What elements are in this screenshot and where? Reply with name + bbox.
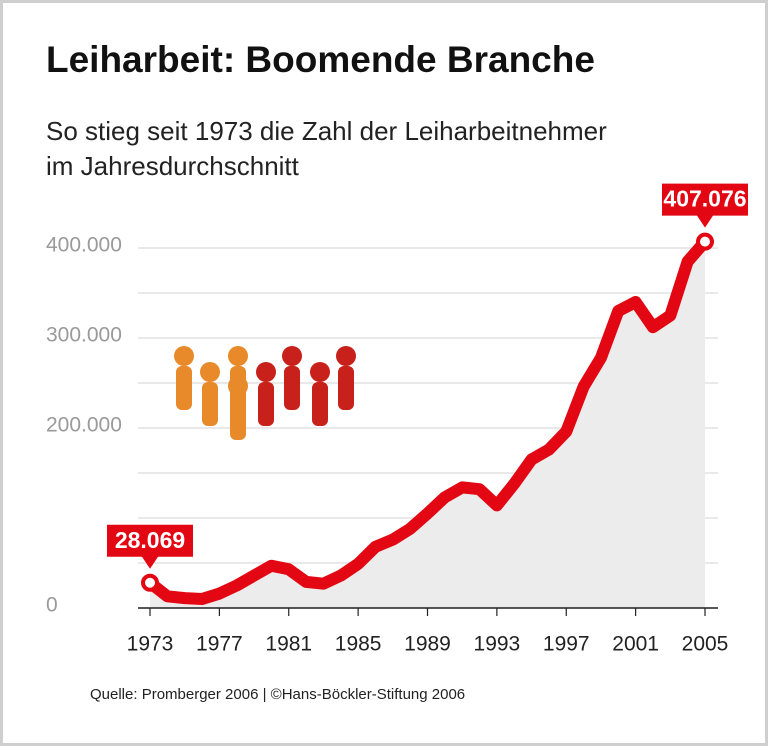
x-tick-label: 1985 <box>335 633 382 656</box>
x-tick-label: 2005 <box>682 633 729 656</box>
x-tick-label: 1997 <box>543 633 590 656</box>
data-label: 407.076 <box>663 186 746 212</box>
source: Quelle: Promberger 2006 | ©Hans-Böckler-… <box>90 686 465 703</box>
x-tick-label: 1981 <box>265 633 312 656</box>
x-tick-label: 1977 <box>196 633 243 656</box>
x-tick-label: 1973 <box>127 633 174 656</box>
point <box>141 573 159 592</box>
y-tick-label: 200.000 <box>46 414 122 437</box>
subtitle: So stieg seit 1973 die Zahl der Leiharbe… <box>46 116 607 146</box>
x-tick-label: 2001 <box>612 633 659 656</box>
point <box>696 232 714 251</box>
label-box <box>662 183 748 228</box>
chart-title: Leiharbeit: Boomende Branche <box>46 39 595 80</box>
area <box>150 241 705 609</box>
people-icon <box>174 346 356 440</box>
label-box <box>107 524 193 569</box>
line <box>144 235 711 605</box>
x-tick-label: 1989 <box>404 633 451 656</box>
y-tick-label: 300.000 <box>46 324 122 347</box>
y-tick-label: 0 <box>46 594 58 617</box>
subtitle: im Jahresdurchschnitt <box>46 151 300 181</box>
y-tick-label: 400.000 <box>46 234 122 257</box>
data-label: 28.069 <box>115 527 185 553</box>
x-tick-label: 1993 <box>474 633 521 656</box>
